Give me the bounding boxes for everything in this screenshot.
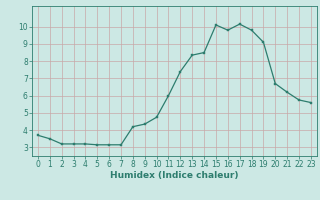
X-axis label: Humidex (Indice chaleur): Humidex (Indice chaleur) bbox=[110, 171, 239, 180]
